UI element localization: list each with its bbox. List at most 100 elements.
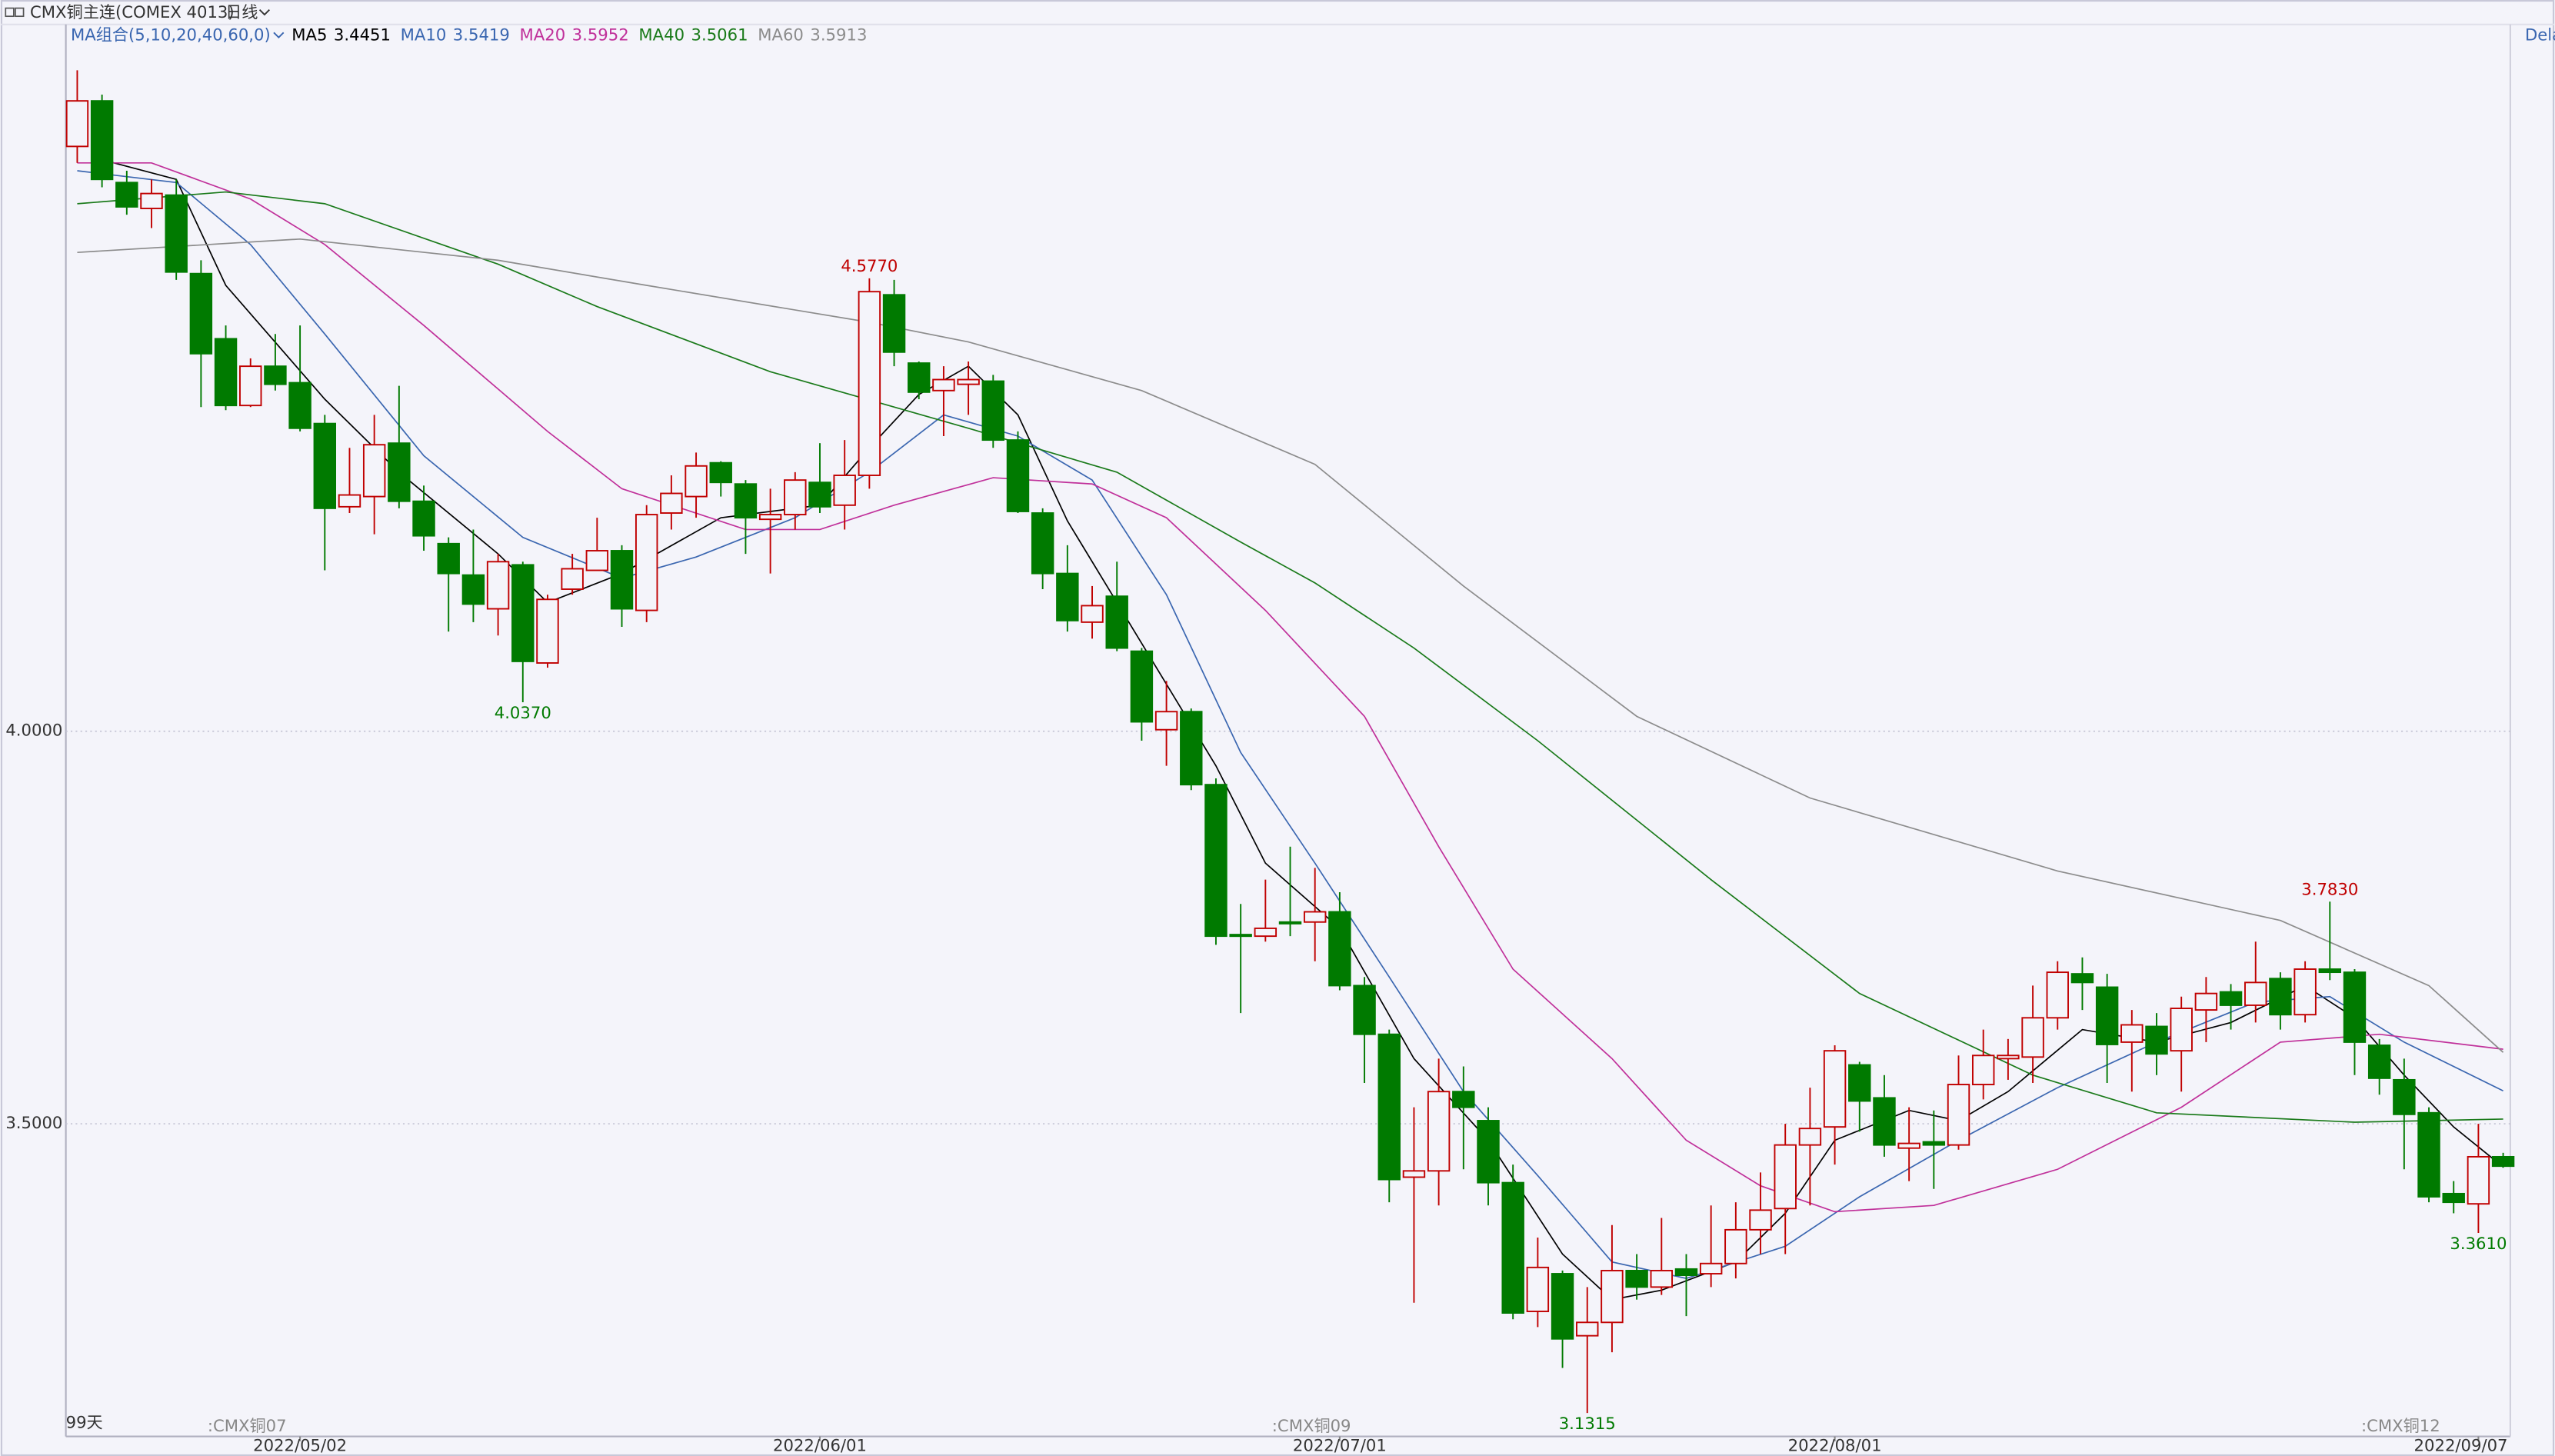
candle-body bbox=[511, 564, 535, 662]
candle-body bbox=[2095, 986, 2119, 1045]
candle-body bbox=[1526, 1266, 1550, 1312]
candle-body bbox=[189, 272, 213, 355]
candle-body bbox=[1477, 1120, 1500, 1184]
candle-body bbox=[437, 542, 460, 575]
menu-icon-part bbox=[5, 7, 15, 18]
ma-group-selector[interactable]: MA组合(5,10,20,40,60,0) bbox=[71, 25, 271, 45]
candle-body bbox=[288, 381, 311, 429]
candle-body bbox=[239, 365, 262, 407]
legend-name: MA10 bbox=[401, 25, 447, 45]
candle-body bbox=[1278, 921, 1302, 925]
candle-body bbox=[561, 568, 584, 590]
extreme-label: 4.0370 bbox=[495, 703, 551, 722]
candle-body bbox=[833, 475, 856, 506]
candle-body bbox=[264, 365, 287, 385]
candle-body bbox=[2219, 991, 2243, 1006]
candle-body bbox=[1006, 439, 1030, 512]
candle-body bbox=[2393, 1078, 2416, 1115]
candle-body bbox=[2367, 1045, 2391, 1079]
ma-line bbox=[77, 170, 2503, 1280]
candle-body bbox=[734, 483, 758, 519]
legend-name: MA60 bbox=[758, 25, 804, 45]
candle-body bbox=[1427, 1091, 1451, 1172]
legend-entry: MA10 3.5419 bbox=[401, 25, 510, 45]
candle-body bbox=[981, 380, 1005, 441]
candle-body bbox=[1204, 784, 1228, 938]
candle-body bbox=[90, 100, 114, 181]
candle-body bbox=[1699, 1262, 1723, 1274]
candle-body bbox=[115, 182, 138, 208]
candle-body bbox=[2145, 1025, 2168, 1055]
legend-entry: MA5 3.4451 bbox=[291, 25, 391, 45]
candle-body bbox=[1229, 934, 1252, 938]
legend-value: 3.5913 bbox=[810, 25, 867, 45]
candle-body bbox=[486, 561, 510, 610]
legend-name: MA40 bbox=[638, 25, 685, 45]
legend-entry: MA20 3.5952 bbox=[520, 25, 629, 45]
candle-body bbox=[1353, 985, 1376, 1035]
candle-body bbox=[362, 444, 386, 498]
candle-body bbox=[2244, 981, 2267, 1006]
candle-body bbox=[2070, 973, 2094, 984]
candle-body bbox=[1328, 911, 1351, 987]
candle-body bbox=[1377, 1033, 1401, 1181]
candle-body bbox=[2120, 1024, 2144, 1043]
candle-body bbox=[412, 500, 435, 537]
extreme-label: 4.5770 bbox=[841, 256, 898, 275]
candle-body bbox=[1081, 605, 1104, 623]
x-tick-label: 2022/07/01 bbox=[1293, 1435, 1387, 1454]
instrument-title[interactable]: CMX铜主连(COMEX 4013) bbox=[30, 2, 235, 22]
ma-line bbox=[77, 162, 2503, 1213]
candle-body bbox=[660, 492, 683, 514]
candles bbox=[65, 70, 2515, 1414]
candle-body bbox=[1873, 1097, 1896, 1146]
candle-body bbox=[585, 550, 609, 571]
menu-icon[interactable] bbox=[5, 7, 25, 18]
candle-body bbox=[1798, 1128, 1822, 1146]
candle-body bbox=[882, 294, 906, 353]
y-tick-label: 3.5000 bbox=[5, 1113, 62, 1132]
period-selector[interactable]: 日线 bbox=[225, 2, 258, 22]
candle-body bbox=[784, 479, 807, 516]
candle-body bbox=[685, 465, 708, 498]
candle-body bbox=[1180, 711, 1203, 786]
day-count: 99天 bbox=[66, 1413, 103, 1432]
candle-body bbox=[1625, 1269, 1648, 1288]
candle-body bbox=[1105, 595, 1128, 649]
x-tick-label: 2022/06/01 bbox=[773, 1435, 867, 1454]
candle-body bbox=[536, 598, 559, 664]
candle-body bbox=[2021, 1017, 2044, 1058]
period-chevron[interactable] bbox=[258, 9, 270, 16]
legend-value: 3.5061 bbox=[691, 25, 748, 45]
candle-body bbox=[461, 574, 485, 605]
candle-body bbox=[1056, 572, 1079, 621]
x-tick-label: 2022/08/01 bbox=[1788, 1435, 1882, 1454]
candle-body bbox=[709, 461, 732, 484]
ma-line bbox=[77, 191, 2503, 1123]
candle-body bbox=[1848, 1064, 1871, 1102]
candle-body bbox=[1130, 650, 1154, 723]
candle-body bbox=[908, 362, 931, 393]
extreme-label: 3.7830 bbox=[2301, 879, 2358, 898]
legend-name: MA20 bbox=[520, 25, 566, 45]
legend-name: MA5 bbox=[291, 25, 327, 45]
ma-line bbox=[77, 238, 2504, 1053]
contract-label: :CMX铜12 bbox=[2361, 1416, 2440, 1435]
candle-body bbox=[1031, 512, 1054, 575]
candle-body bbox=[2491, 1155, 2515, 1168]
candle-body bbox=[2318, 968, 2342, 974]
candle-body bbox=[635, 514, 658, 611]
ma-group-chevron bbox=[273, 32, 285, 39]
contract-label: :CMX铜09 bbox=[1272, 1416, 1351, 1435]
candle-body bbox=[808, 481, 831, 508]
x-tick-label: 2022/09/07 bbox=[2414, 1435, 2508, 1454]
candle-body bbox=[1971, 1055, 1995, 1085]
candle-body bbox=[2467, 1155, 2490, 1205]
menu-icon-part bbox=[15, 7, 25, 18]
candle-body bbox=[140, 192, 163, 209]
candle-body bbox=[388, 442, 411, 502]
